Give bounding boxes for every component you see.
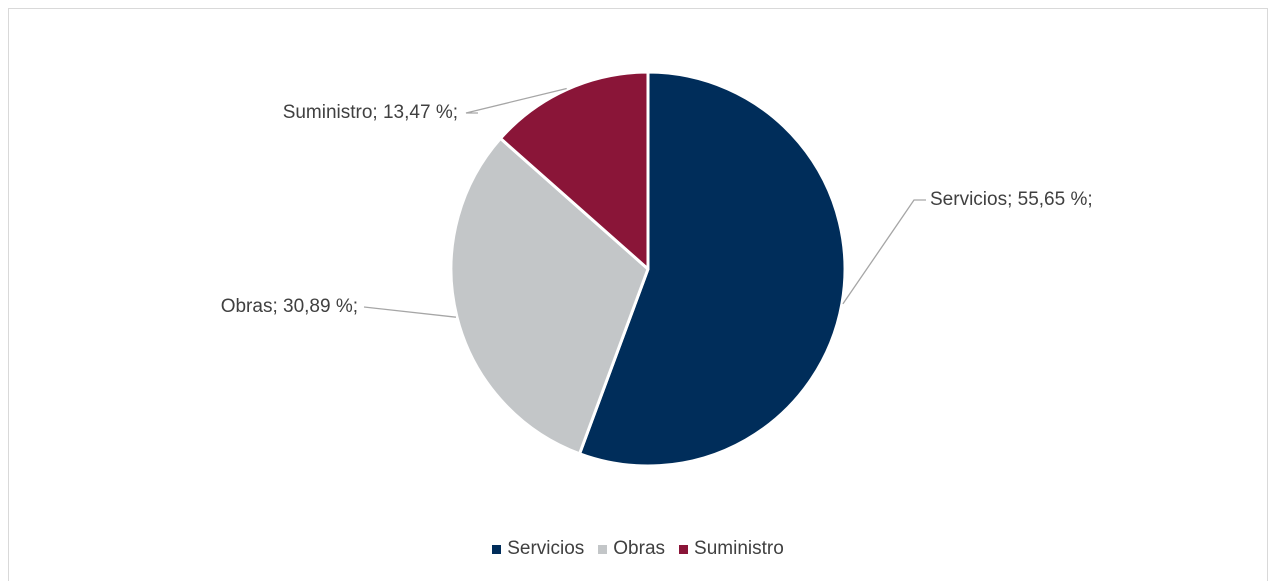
legend-label-suministro: Suministro — [694, 538, 784, 559]
legend-swatch-obras — [598, 544, 608, 554]
leader-lines — [363, 87, 926, 318]
legend-item-servicios: Servicios — [492, 538, 584, 560]
legend-item-obras: Obras — [598, 538, 665, 560]
leader-line-suministro — [465, 87, 567, 114]
pie-slices — [449, 70, 847, 468]
pie-slice-servicios — [578, 70, 847, 468]
legend-item-suministro: Suministro — [679, 538, 784, 560]
data-label-suministro: Suministro; 13,47 %; — [283, 102, 458, 123]
leader-line-servicios — [842, 199, 926, 305]
legend-label-obras: Obras — [613, 538, 666, 559]
legend-label-servicios: Servicios — [507, 538, 585, 559]
data-labels: Servicios; 55,65 %; Obras; 30,89 %; Sumini… — [221, 102, 1093, 317]
data-label-servicios: Servicios; 55,65 %; — [930, 189, 1093, 210]
pie-slice-suministro — [498, 70, 650, 271]
pie-slice-obras — [449, 136, 650, 456]
legend: Servicios Obras Suministro — [0, 538, 1276, 560]
legend-swatch-servicios — [492, 544, 502, 554]
legend-swatch-suministro — [679, 544, 689, 554]
leader-line-obras — [363, 306, 457, 318]
data-label-obras: Obras; 30,89 %; — [221, 296, 358, 317]
